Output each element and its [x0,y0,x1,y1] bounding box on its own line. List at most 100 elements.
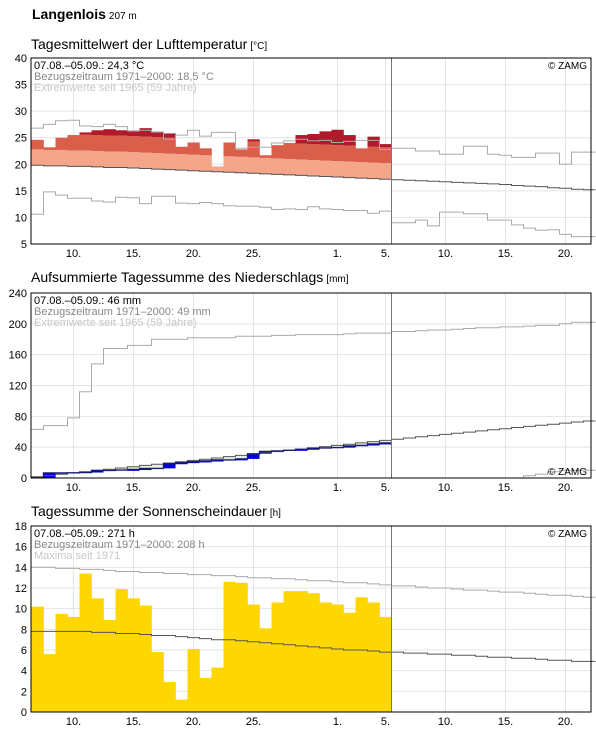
x-tick-label: 10. [66,248,81,260]
info-current-value: 07.08.–05.09.: 271 h [34,528,135,540]
chart-panel-2: 0 2 4 6 8 10 12 14 16 18 10. 15. 20. 25. 1. 5. 10. 15. 20.… [15,521,596,728]
x-tick-label: 20. [558,248,573,260]
temp-bar-above-normal [223,142,236,157]
sunshine-title-text: Tagessumme der Sonnenscheindauer [31,503,267,519]
precipitation-unit: [mm] [326,274,349,285]
temp-bar-strong-above [247,139,260,142]
temp-bar-above-normal [307,144,320,161]
info-reference-value: Bezugszeitraum 1971–2000: 208 h [34,539,205,551]
y-tick-label: 0 [21,707,27,719]
sunshine-bar [43,654,56,712]
x-tick-label: 15. [126,482,141,494]
precipitation-title-text: Aufsummierte Tagessumme des Niederschlag… [31,269,324,285]
sunshine-bar [271,602,284,712]
temp-bar-baseline [187,170,200,244]
x-tick-label: 5. [381,716,390,728]
temp-bar-normal-band [103,151,116,168]
sunshine-bar [235,582,248,712]
x-tick-label: 5. [381,248,390,260]
y-tick-label: 200 [9,319,27,331]
temp-bar-above-normal [187,142,200,155]
y-tick-label: 15 [15,186,27,198]
sunshine-max-line [31,566,596,598]
chart-panel-0: 5 10 15 20 25 30 35 40 10. 15. 20. 25. 1. 5. 10. 15. 20.… [15,53,596,260]
x-tick-label: 20. [186,482,201,494]
precip-daily-increment [187,461,200,464]
temp-bar-above-normal [367,146,380,163]
sunshine-bar [127,598,140,712]
temp-bar-above-normal [331,145,344,162]
info-extreme-note: Extremwerte seit 1965 (59 Jahre) [34,82,197,94]
sunshine-bar [103,620,116,712]
y-tick-label: 16 [15,542,27,554]
sunshine-bar [31,606,44,712]
source-credit: © ZAMG [548,467,587,478]
temp-bar-above-normal [127,136,140,153]
temp-bar-above-normal [283,143,296,159]
y-tick-label: 6 [21,645,27,657]
temp-bar-normal-band [55,149,68,166]
x-tick-label: 25. [246,716,261,728]
sunshine-bar [295,591,308,712]
x-tick-label: 1. [333,482,342,494]
precip-daily-increment [295,449,308,451]
temp-bar-above-normal [91,135,104,151]
x-tick-label: 15. [126,248,141,260]
temp-bar-baseline [259,173,272,244]
x-tick-label: 15. [126,716,141,728]
temp-bar-baseline [307,175,320,244]
x-tick-label: 1. [333,248,342,260]
sunshine-bar [151,652,164,712]
temp-bar-normal-band [67,150,80,167]
sunshine-bar [331,604,344,712]
sunshine-bar [283,591,296,712]
temp-record-min-line [31,191,596,238]
sunshine-bar [223,581,236,712]
temp-bar-strong-above [307,133,320,145]
temp-bar-normal-band [211,166,224,172]
source-credit: © ZAMG [548,529,587,540]
temp-bar-above-normal [295,143,308,160]
precip-daily-increment [379,442,392,445]
station-name: Langenlois [32,6,106,22]
temp-bar-normal-band [187,154,200,171]
sunshine-bar [175,699,188,712]
temp-bar-strong-above [151,132,164,138]
sunshine-bar [319,602,332,712]
temp-bar-strong-above [379,144,392,148]
y-tick-label: 8 [21,624,27,636]
info-extreme-note: Maxima seit 1971 [34,550,120,562]
temp-bar-above-normal [259,155,272,158]
precip-daily-increment [91,470,104,473]
temp-bar-normal-band [223,156,236,173]
precip-daily-increment [343,446,356,448]
temp-bar-baseline [139,168,152,244]
chart-panel-1: 0 40 80 120 160 200 240 10. 15. 20. 25. 1. 5. 10. 15. 2… [9,288,596,494]
x-tick-label: 10. [438,482,453,494]
temp-bar-strong-above [79,132,92,135]
temp-bar-baseline [235,172,248,244]
temperature-chart-title: Tagesmittelwert der Lufttemperatur [°C] [31,36,267,52]
temp-bar-above-normal [79,134,92,151]
temp-bar-normal-band [43,149,56,166]
sunshine-bar [199,677,212,712]
station-altitude: 207 m [108,11,137,22]
temp-bar-baseline [319,176,332,244]
temp-bar-above-normal [379,147,392,164]
temp-bar-normal-band [31,149,44,166]
precip-cumulative-line [31,442,392,479]
sunshine-bar [307,593,320,712]
x-tick-label: 20. [186,716,201,728]
x-tick-label: 5. [381,482,390,494]
temp-bar-baseline [127,168,140,244]
sunshine-bar [139,605,152,712]
temp-bar-baseline [247,173,260,244]
temp-bar-normal-band [247,157,260,174]
temp-bar-normal-band [139,152,152,169]
temp-bar-strong-above [91,130,104,136]
info-reference-value: Bezugszeitraum 1971–2000: 49 mm [34,306,211,318]
precip-daily-increment [247,453,260,459]
temp-bar-normal-band [355,162,368,179]
y-tick-label: 12 [15,583,27,595]
y-tick-label: 14 [15,562,27,574]
